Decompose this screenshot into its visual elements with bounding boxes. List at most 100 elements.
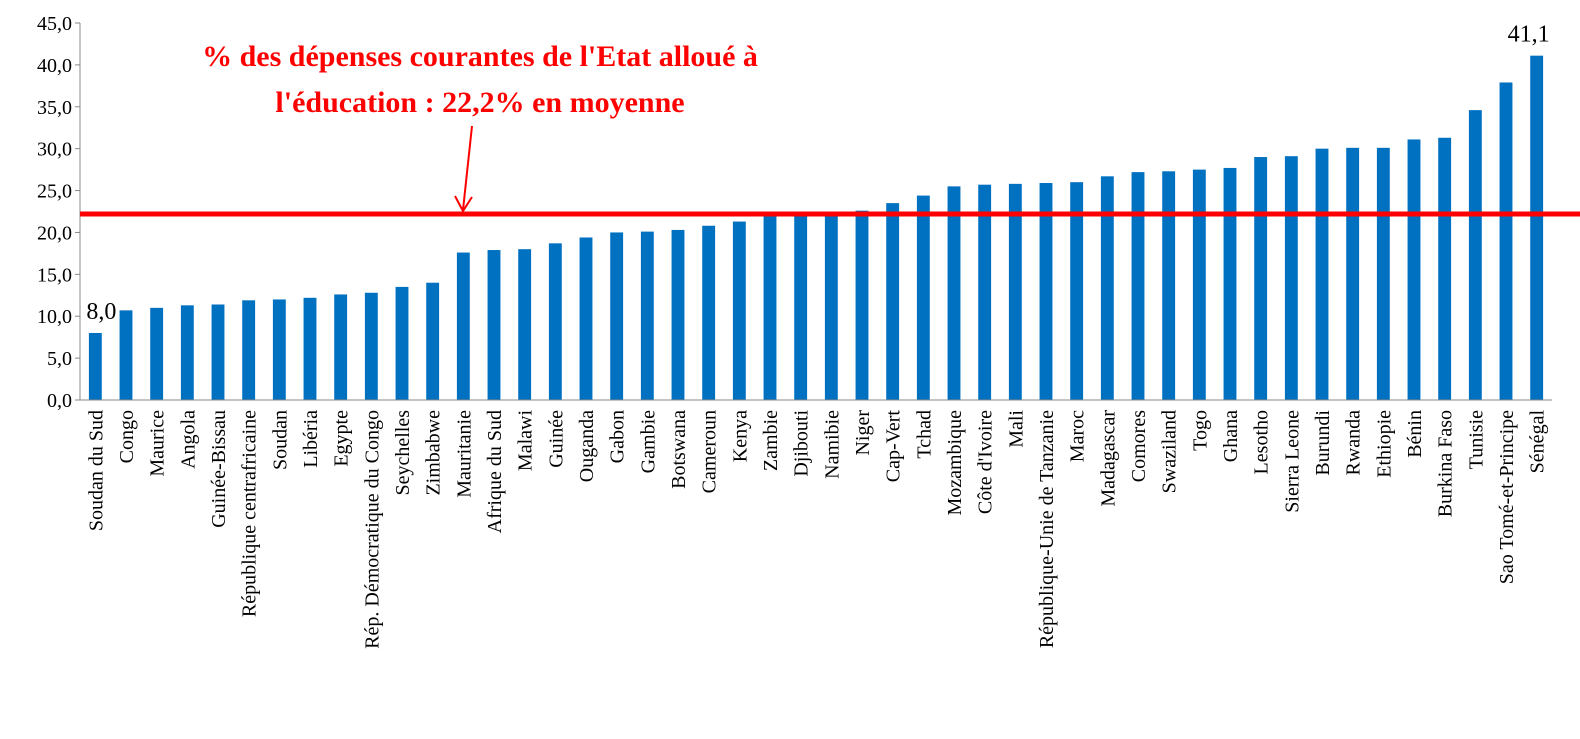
x-tick-label: Soudan du Sud bbox=[85, 410, 107, 531]
bar bbox=[579, 237, 593, 400]
bar bbox=[303, 297, 317, 400]
bar bbox=[794, 214, 808, 400]
x-tick-label: Congo bbox=[116, 410, 138, 463]
x-tick-label: Gabon bbox=[607, 410, 629, 463]
bar bbox=[211, 304, 225, 400]
bar bbox=[1346, 147, 1360, 400]
y-tick-label: 45,0 bbox=[37, 13, 72, 35]
x-tick-label: Ouganda bbox=[576, 410, 598, 482]
bar bbox=[456, 252, 470, 400]
x-tick-label: Cap-Vert bbox=[883, 410, 905, 483]
annotation: l'éducation : 22,2% en moyenne bbox=[275, 86, 684, 119]
annotation: % des dépenses courantes de l'Etat allou… bbox=[202, 40, 758, 73]
x-tick-label: Angola bbox=[177, 410, 199, 469]
bar bbox=[640, 231, 654, 400]
bar bbox=[180, 305, 194, 400]
bar bbox=[947, 186, 961, 400]
x-tick-label: Togo bbox=[1189, 410, 1211, 451]
bar bbox=[487, 250, 501, 400]
bar bbox=[1223, 167, 1237, 400]
x-tick-label: Guinée-Bissau bbox=[208, 410, 230, 528]
value-label: 8,0 bbox=[86, 299, 116, 325]
bar bbox=[824, 214, 838, 400]
x-tick-label: Malawi bbox=[515, 410, 537, 472]
bar bbox=[1499, 82, 1513, 400]
bar bbox=[1039, 183, 1053, 400]
arrow-head bbox=[454, 195, 473, 213]
x-tick-label: Côte d'Ivoire bbox=[975, 410, 997, 514]
x-tick-label: Namibie bbox=[821, 410, 843, 479]
x-tick-label: Zimbabwe bbox=[423, 410, 445, 496]
bar bbox=[702, 225, 716, 400]
bar bbox=[1468, 110, 1482, 400]
y-tick-label: 40,0 bbox=[37, 55, 72, 77]
bar bbox=[364, 292, 378, 400]
x-tick-label: Tunisie bbox=[1465, 410, 1487, 469]
bar bbox=[671, 229, 685, 400]
x-tick-label: Libéria bbox=[300, 410, 322, 468]
x-tick-label: Rwanda bbox=[1343, 410, 1365, 476]
x-tick-label: Afrique du Sud bbox=[484, 410, 506, 533]
y-tick-label: 20,0 bbox=[37, 222, 72, 244]
x-tick-label: Burkina Faso bbox=[1435, 410, 1457, 517]
x-tick-label: Sénégal bbox=[1527, 410, 1549, 474]
y-tick-label: 10,0 bbox=[37, 306, 72, 328]
bar bbox=[272, 299, 286, 400]
x-tick-label: Bénin bbox=[1404, 410, 1426, 458]
x-tick-label: Botswana bbox=[668, 410, 690, 489]
bar bbox=[1376, 147, 1390, 400]
bar bbox=[334, 294, 348, 400]
x-tick-label: République-Unie de Tanzanie bbox=[1036, 410, 1058, 648]
x-tick-label: Soudan bbox=[269, 410, 291, 470]
bar bbox=[150, 307, 164, 400]
arrow bbox=[462, 125, 473, 211]
x-tick-label: Cameroun bbox=[699, 410, 721, 493]
x-tick-label: Sao Tomé-et-Principe bbox=[1496, 410, 1518, 584]
y-tick-label: 25,0 bbox=[37, 181, 72, 203]
bar bbox=[916, 195, 930, 400]
bar bbox=[1070, 182, 1084, 400]
bar bbox=[1254, 157, 1268, 400]
bar bbox=[1407, 139, 1421, 400]
x-tick-label: Djibouti bbox=[791, 410, 813, 477]
x-tick-label: Maurice bbox=[147, 410, 169, 477]
x-tick-label: Lesotho bbox=[1251, 410, 1273, 474]
x-tick-label: Ethiopie bbox=[1373, 410, 1395, 478]
bar bbox=[610, 232, 624, 400]
y-tick-label: 15,0 bbox=[37, 264, 72, 286]
bar bbox=[88, 332, 102, 400]
x-tick-label: Mozambique bbox=[944, 410, 966, 516]
bar bbox=[1131, 172, 1145, 400]
bar bbox=[1530, 55, 1544, 400]
x-tick-label: Zambie bbox=[760, 410, 782, 471]
x-tick-label: Rép. Démocratique du Congo bbox=[361, 410, 383, 649]
x-tick-label: Maroc bbox=[1067, 410, 1089, 462]
bar bbox=[732, 221, 746, 400]
bar bbox=[548, 243, 562, 400]
x-tick-label: Gambie bbox=[637, 410, 659, 473]
bar bbox=[1438, 137, 1452, 400]
y-tick-label: 5,0 bbox=[47, 348, 72, 370]
y-tick-label: 35,0 bbox=[37, 97, 72, 119]
bar bbox=[1162, 171, 1176, 400]
bar bbox=[1284, 156, 1298, 400]
bar bbox=[1008, 183, 1022, 400]
x-tick-label: Ghana bbox=[1220, 410, 1242, 462]
bar bbox=[119, 310, 133, 400]
x-tick-label: Seychelles bbox=[392, 410, 414, 496]
x-tick-label: Mauritanie bbox=[453, 410, 475, 498]
bar bbox=[395, 286, 409, 400]
bar bbox=[1315, 148, 1329, 400]
bar bbox=[1100, 176, 1114, 400]
bar bbox=[763, 215, 777, 400]
x-tick-label: République centrafricaine bbox=[239, 410, 261, 617]
x-tick-label: Mali bbox=[1005, 410, 1027, 448]
x-tick-label: Sierra Leone bbox=[1281, 410, 1303, 513]
value-label: 41,1 bbox=[1508, 22, 1550, 48]
bar bbox=[1192, 169, 1206, 400]
x-tick-label: Niger bbox=[852, 410, 874, 456]
x-tick-label: Swaziland bbox=[1159, 410, 1181, 493]
x-tick-label: Comores bbox=[1128, 410, 1150, 482]
x-tick-label: Tchad bbox=[913, 410, 935, 459]
